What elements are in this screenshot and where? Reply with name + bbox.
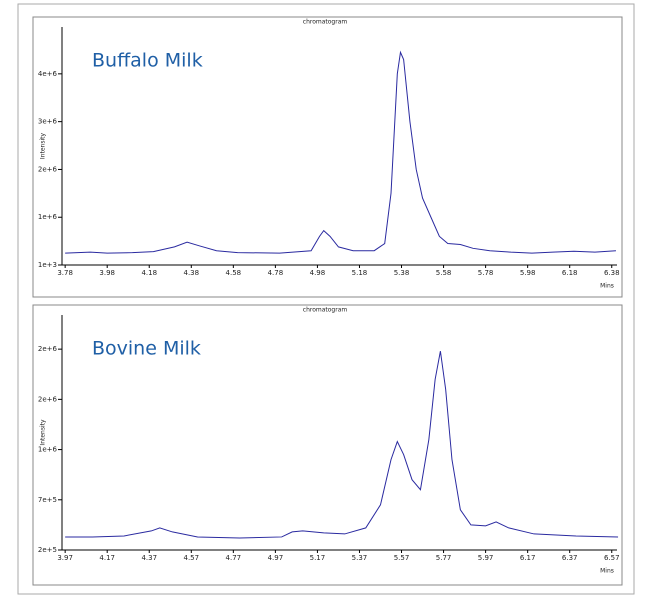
- x-tick-label: 5.57: [394, 554, 410, 562]
- x-tick-label: 4.17: [99, 554, 115, 562]
- x-tick-label: 4.77: [226, 554, 242, 562]
- x-tick-label: 4.38: [183, 269, 199, 277]
- x-tick-label: 5.17: [310, 554, 326, 562]
- x-tick-label: 4.98: [310, 269, 326, 277]
- y-tick-label: 4e+6: [38, 70, 58, 78]
- x-tick-label: 6.37: [562, 554, 578, 562]
- y-tick-label: 3e+6: [38, 118, 58, 126]
- x-tick-label: 4.37: [141, 554, 157, 562]
- x-tick-label: 5.97: [478, 554, 494, 562]
- y-tick-label: 2e+6: [38, 345, 58, 353]
- chart-title: chromatogram: [303, 307, 348, 314]
- chromatogram-line: [65, 50, 616, 254]
- x-tick-label: 3.97: [57, 554, 73, 562]
- x-tick-label: 4.57: [183, 554, 199, 562]
- x-tick-label: 5.77: [436, 554, 452, 562]
- x-axis-label: Mins: [600, 283, 614, 290]
- annotation: Buffalo Milk: [92, 50, 203, 72]
- y-tick-label: 7e+5: [38, 496, 57, 504]
- y-tick-label: 1e+6: [38, 446, 58, 454]
- y-tick-label: 1e+6: [38, 213, 58, 221]
- x-tick-label: 4.78: [268, 269, 284, 277]
- chart-panel: [32, 304, 623, 586]
- x-tick-label: 3.78: [57, 269, 73, 277]
- y-tick-label: 1e+3: [38, 261, 57, 269]
- x-tick-label: 5.78: [478, 269, 494, 277]
- x-axis-label: Mins: [600, 568, 614, 575]
- x-tick-label: 5.58: [436, 269, 452, 277]
- y-axis-label: Intensity: [40, 132, 47, 159]
- x-tick-label: 5.98: [520, 269, 536, 277]
- annotation: Bovine Milk: [92, 338, 201, 360]
- x-tick-label: 3.98: [99, 269, 115, 277]
- y-axis-label: Intensity: [40, 419, 47, 446]
- x-tick-label: 6.38: [604, 269, 620, 277]
- y-tick-label: 2e+6: [38, 395, 58, 403]
- x-tick-label: 4.97: [268, 554, 284, 562]
- chromatogram-line: [65, 351, 619, 539]
- x-tick-label: 4.58: [226, 269, 242, 277]
- chart-panel: [32, 16, 623, 298]
- y-tick-label: 2e+6: [38, 165, 58, 173]
- y-tick-label: 2e+5: [38, 546, 57, 554]
- chart-title: chromatogram: [303, 19, 348, 26]
- x-tick-label: 6.18: [562, 269, 578, 277]
- x-tick-label: 5.18: [352, 269, 368, 277]
- x-tick-label: 6.17: [520, 554, 536, 562]
- x-tick-label: 5.38: [394, 269, 410, 277]
- x-tick-label: 6.57: [604, 554, 620, 562]
- x-tick-label: 4.18: [141, 269, 157, 277]
- x-tick-label: 5.37: [352, 554, 368, 562]
